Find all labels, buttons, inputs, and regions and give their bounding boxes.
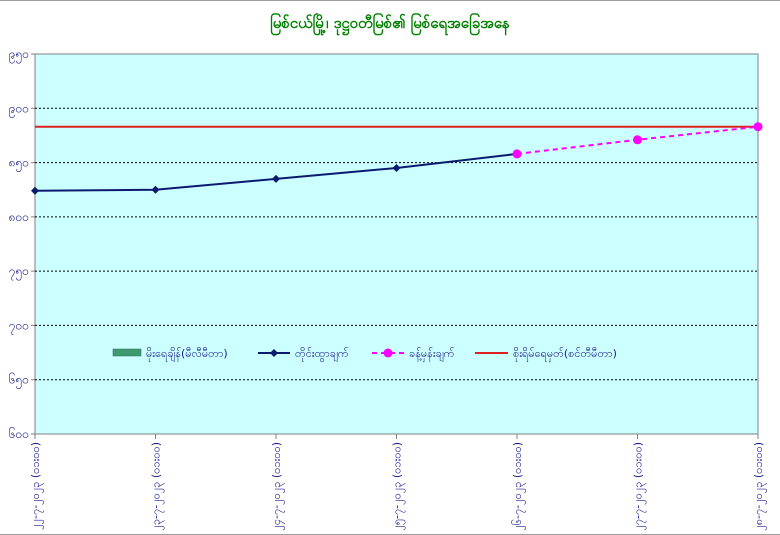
y-tick-label: ၆၀၀ (9, 426, 29, 441)
forecast-point (753, 122, 763, 132)
legend-forecast-label: ခန့်မှန်းချက် (409, 347, 455, 362)
x-tick-label: ၂၂-၇-၂၀၂၃ (၀၁း၀၀) (29, 442, 44, 530)
y-tick-label: ၈၀၀ (9, 210, 29, 224)
observed-point (272, 174, 280, 183)
observed-point (392, 164, 401, 172)
legend-observed-marker (270, 349, 278, 357)
x-tick-label: ၂၅-၇-၂၀၂၃ (၀၁း၀၀) (391, 442, 406, 531)
legend-warning-label: စိုးရိမ်ရေမှတ်(စင်တီမီတာ) (513, 347, 617, 362)
y-tick-label: ၈၅၀ (9, 156, 29, 173)
y-tick-label: ၆၅၀ (9, 372, 29, 390)
x-tick-label: ၂၆-၇-၂၀၂၃ (၀၁း၀၀) (511, 442, 526, 531)
x-tick-label: ၂၈-၇-၂၀၂၃ (၀၁း၀၀) (752, 442, 767, 531)
legend-forecast-marker (383, 348, 393, 358)
plot-area (34, 53, 759, 435)
chart-title: မြစ်ငယ်မြို့၊ ဒုဋ္ဌဝတီမြစ်၏ မြစ်ရေအခြေအန… (270, 14, 510, 32)
x-tick-label: ၂၄-၇-၂၀၂၃ (၀၁း၀၀) (270, 442, 285, 531)
legend-rainfall-label: မိုးရေချိန်(မီလီမီတာ) (146, 347, 228, 362)
y-tick-label: ၇၀၀ (9, 318, 29, 335)
forecast-point (512, 149, 522, 159)
observed-point (151, 185, 160, 194)
legend-rainfall-swatch (112, 348, 142, 357)
forecast-point (633, 135, 642, 145)
y-tick-label: ၉၀၀ (9, 101, 29, 118)
legend-observed-label: တိုင်းထွာချက် (295, 347, 349, 362)
observed-point (31, 186, 39, 195)
x-tick-label: ၂၃-၇-၂၀၂၃ (၀၁း၀၀) (150, 442, 165, 531)
x-tick-label: ၂၇-၇-၂၀၂၃ (၀၁း၀၀) (632, 442, 647, 531)
y-tick-label: ၉၅၀ (9, 47, 29, 64)
y-tick-label: ၇၅၀ (9, 264, 29, 281)
